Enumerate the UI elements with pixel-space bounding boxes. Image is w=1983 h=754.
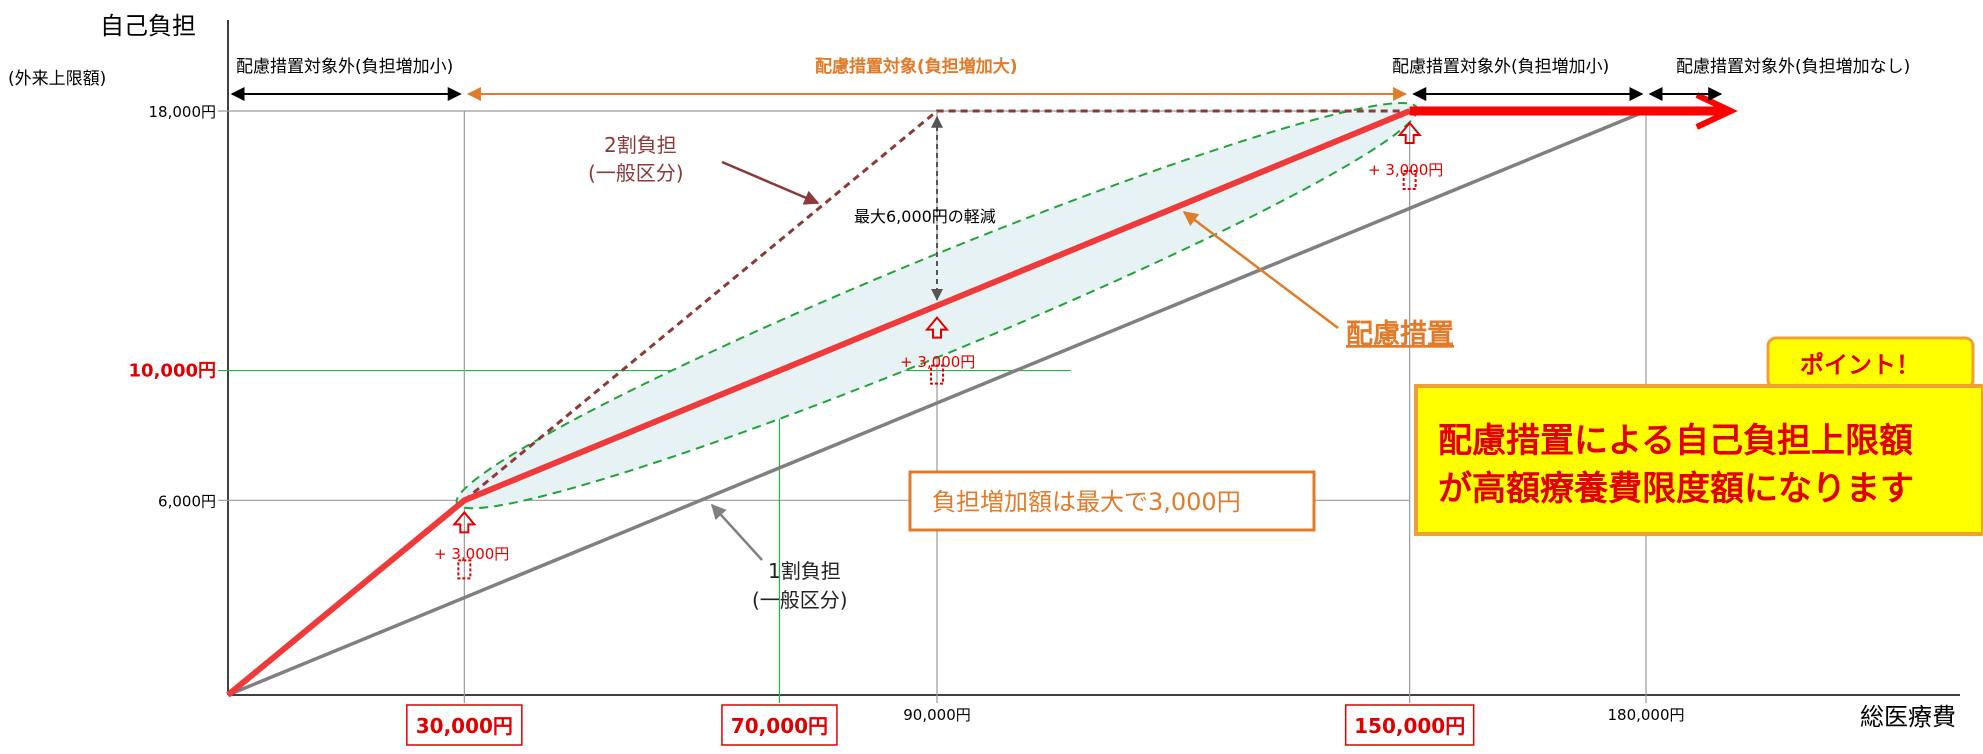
series-lines [226,92,1738,698]
increase-box [908,470,1316,532]
preferential-label: 配慮措置 [1346,319,1454,350]
plus-marker-box-2 [1402,170,1417,190]
increase-box-text: 負担増加額は最大で3,000円 [932,488,1241,516]
point-tag-text: ポイント！ [1800,351,1920,379]
y-axis-subtitle: (外来上限額) [8,69,106,89]
point-line-2: が高額療養費限度額になります [1438,469,1914,509]
axis-ticks: 18,000円 10,000円 6,000円 30,000円 70,000円 90,000… [129,103,1685,746]
y-tick-label: 6,000円 [158,492,216,510]
plus-up-arrow-1 [924,316,950,339]
y-axis-title: 自己負担 [100,12,196,40]
point-box [1414,384,1983,536]
range-label-3: 配慮措置対象外(負担増加小) [1392,57,1609,77]
x-axis-title: 総医療費 [1860,703,1956,731]
x-tick-label: 150,000円 [1354,714,1465,738]
series-one-wari [227,109,1647,697]
plus-3000-label-3: + 3,000円 [1368,161,1443,179]
y-tick-label: 10,000円 [129,361,216,382]
series-two-wari [463,109,1410,502]
one-wari-pointer [710,503,763,561]
x-tick-box [721,704,838,746]
x-tick-box [406,704,523,746]
range-label-1: 配慮措置対象外(負担増加小) [236,57,453,77]
point-line-1: 配慮措置による自己負担上限額 [1438,421,1913,461]
plus-marker-box-0 [457,559,472,580]
preferential-pointer [1182,211,1339,329]
x-tick-box [1344,704,1475,746]
one-wari-label-1: 1割負担 [768,559,841,583]
range-label-4: 配慮措置対象外(負担増加なし) [1676,57,1910,77]
series-preferential [226,108,1411,698]
plus-up-arrow-2 [1397,121,1422,144]
one-wari-label-2: (一般区分) [752,588,848,612]
two-wari-label-2: (一般区分) [588,161,684,185]
grid-lines [218,110,1725,703]
x-tick-label: 70,000円 [731,714,828,738]
x-tick-label: 90,000円 [903,706,971,724]
plus-3000-label-2: + 3,000円 [900,353,975,371]
annotations [452,115,1422,580]
two-wari-pointer [721,160,820,205]
plus-3000-label-1: + 3,000円 [434,545,509,563]
two-wari-label-1: 2割負担 [604,133,677,157]
x-tick-label: 180,000円 [1607,706,1684,724]
max-reduction-label: 最大6,000円の軽減 [854,207,996,226]
x-tick-label: 30,000円 [416,714,513,738]
y-tick-label: 18,000円 [149,103,217,121]
range-label-2: 配慮措置対象(負担増加大) [815,56,1018,77]
plus-up-arrow-0 [452,510,477,534]
plus-marker-box-1 [930,364,944,385]
